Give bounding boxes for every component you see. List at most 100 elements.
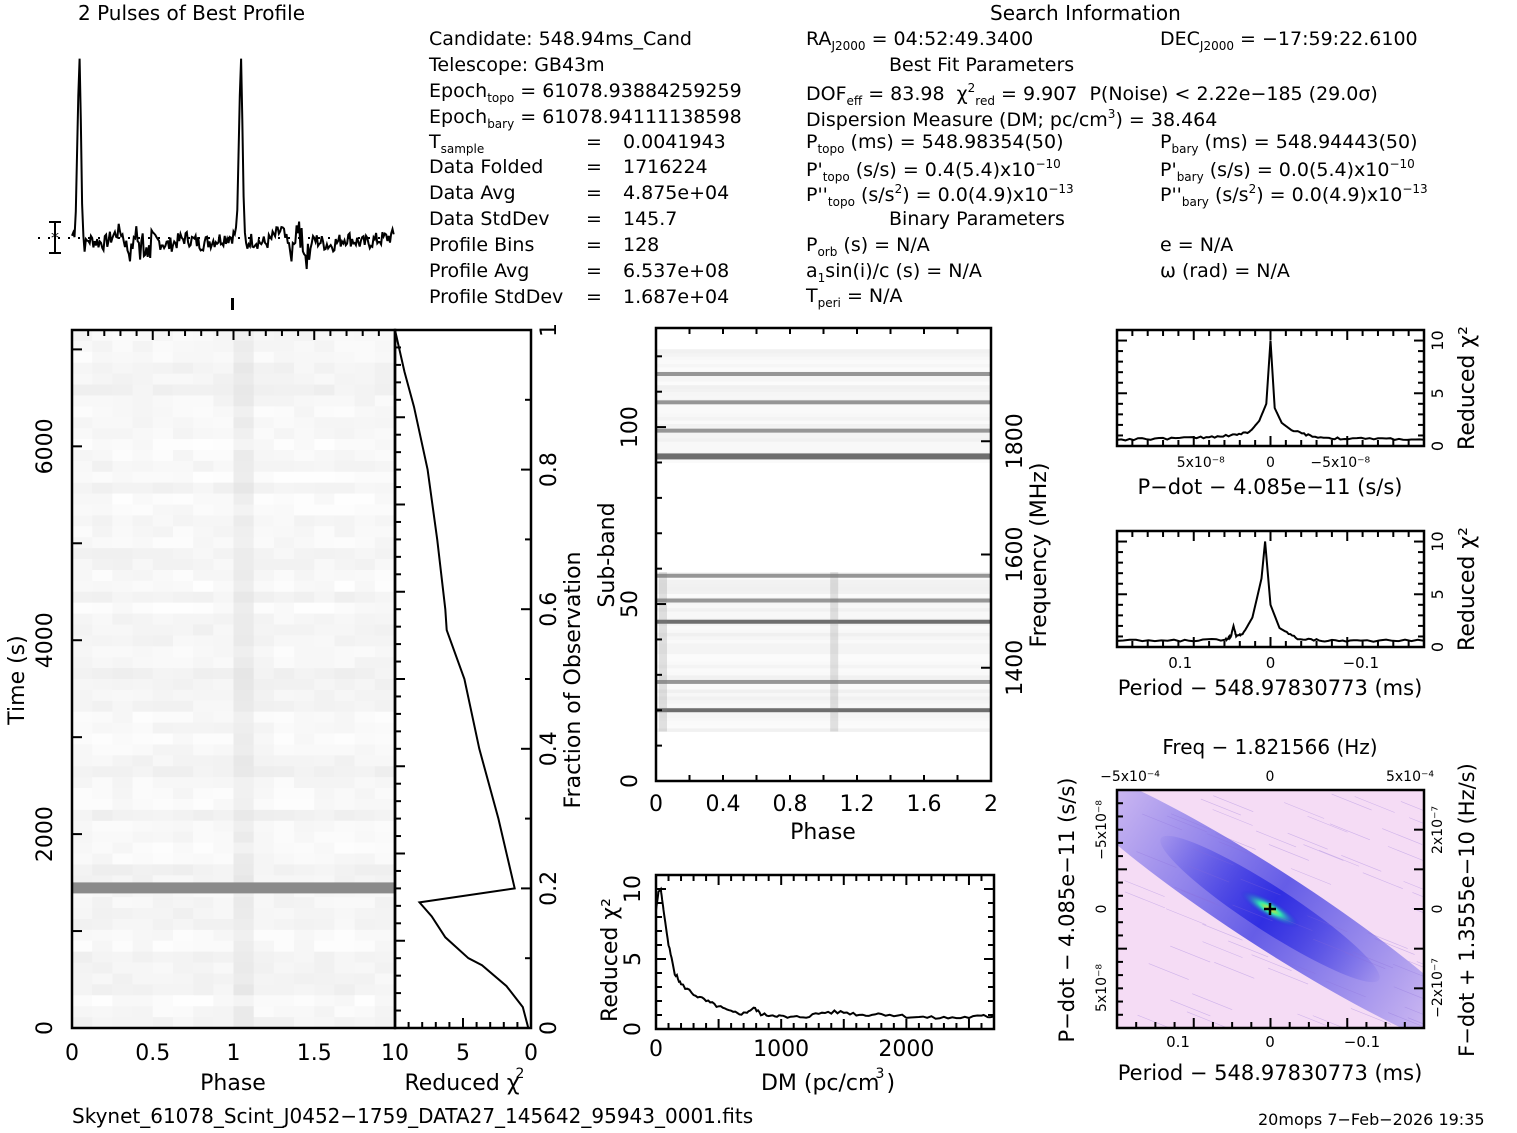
- heatmap-cell: [213, 537, 234, 549]
- heatmap-cell: [172, 439, 194, 451]
- heatmap-cell: [233, 417, 255, 429]
- x-tick-label: 2000: [878, 1037, 934, 1062]
- heatmap-cell: [112, 351, 134, 364]
- heatmap-cell: [374, 777, 396, 789]
- heatmap-cell: [152, 460, 174, 473]
- heatmap-cell: [334, 428, 356, 440]
- heatmap-cell: [233, 733, 255, 745]
- heatmap-cell: [253, 668, 275, 680]
- heatmap-cell: [132, 384, 154, 396]
- heatmap-cell: [213, 711, 234, 724]
- heatmap-cell: [273, 733, 295, 745]
- heatmap-cell: [294, 711, 315, 724]
- heatmap-cell: [193, 831, 214, 844]
- subband-row: [656, 363, 991, 368]
- info-row: Epochbary = 61078.94111138598: [429, 108, 742, 131]
- heatmap-cell: [374, 449, 396, 462]
- subband-rfi-line: [656, 428, 991, 433]
- heatmap-cell: [273, 657, 295, 669]
- heatmap-cell: [193, 548, 214, 560]
- heatmap-cell: [152, 820, 174, 833]
- x2-tick-label: 0: [1266, 769, 1275, 785]
- heatmap-cell: [233, 580, 255, 593]
- heatmap-cell: [273, 460, 295, 473]
- heatmap-cell: [253, 951, 275, 964]
- ppdot-streak: [1307, 815, 1348, 833]
- heatmap-cell: [253, 569, 275, 582]
- heatmap-cell: [354, 995, 376, 1007]
- heatmap-cell: [354, 428, 376, 440]
- subband-row: [656, 642, 991, 648]
- heatmap-cell: [233, 548, 255, 560]
- heatmap-cell: [374, 635, 396, 647]
- heatmap-cell: [374, 679, 396, 691]
- heatmap-cell: [213, 428, 234, 440]
- heatmap-cell: [132, 624, 154, 636]
- heatmap-cell: [294, 537, 315, 549]
- heatmap-cell: [172, 580, 194, 593]
- y2-tick-label: −2x10⁻⁷: [1430, 958, 1446, 1018]
- ppdot-streak: [1137, 1014, 1171, 1028]
- heatmap-cell: [132, 995, 154, 1007]
- heatmap-cell: [294, 689, 315, 702]
- heatmap-cell: [253, 428, 275, 440]
- chi-dm-line: [655, 886, 995, 1020]
- heatmap-cell: [193, 428, 214, 440]
- heatmap-cell: [334, 646, 356, 658]
- heatmap-cell: [112, 689, 134, 702]
- info-value: 4.875e+04: [623, 182, 730, 204]
- heatmap-cell: [253, 460, 275, 473]
- x-axis-label: Period − 548.97830773 (ms): [1118, 1061, 1423, 1085]
- heatmap-cell: [294, 798, 315, 811]
- heatmap-cell: [374, 428, 396, 440]
- heatmap-cell: [294, 755, 315, 767]
- info-label: Profile Bins: [429, 234, 535, 256]
- heatmap-cell: [314, 482, 335, 495]
- heatmap-cell: [172, 897, 194, 909]
- heatmap-cell: [72, 973, 93, 985]
- heatmap-cell: [92, 864, 113, 876]
- heatmap-cell: [233, 384, 255, 396]
- info-label: Candidate:: [429, 28, 533, 50]
- heatmap-cell: [193, 515, 214, 527]
- subband-rfi-line: [656, 679, 991, 684]
- heatmap-cell: [72, 646, 93, 658]
- heatmap-cell: [354, 842, 376, 854]
- subband-row: [656, 713, 991, 718]
- heatmap-cell: [374, 330, 396, 342]
- heatmap-cell: [132, 439, 154, 451]
- x-tick-label: 1.5: [297, 1041, 332, 1066]
- heatmap-cell: [374, 744, 396, 756]
- info-eq: =: [586, 156, 602, 178]
- heatmap-cell: [233, 460, 255, 473]
- heatmap-cell: [273, 1006, 295, 1018]
- info-label: Telescope:: [429, 54, 529, 76]
- y-tick-label: 0: [33, 1021, 58, 1035]
- heatmap-cell: [172, 777, 194, 789]
- heatmap-cell: [92, 635, 113, 647]
- heatmap-cell: [314, 657, 335, 669]
- heatmap-cell: [92, 602, 113, 615]
- x-tick-label: 0: [65, 1041, 79, 1066]
- heatmap-cell: [253, 973, 275, 985]
- heatmap-cell: [294, 482, 315, 495]
- y-tick-label: 50: [618, 590, 643, 618]
- heatmap-cell: [233, 340, 255, 353]
- heatmap-cell: [294, 449, 315, 462]
- heatmap-cell: [233, 842, 255, 854]
- heatmap-cell: [132, 897, 154, 909]
- chi-time-frame: [393, 328, 533, 1030]
- x-tick-label: 5: [456, 1041, 470, 1066]
- heatmap-cell: [152, 995, 174, 1007]
- heatmap-cell: [294, 439, 315, 451]
- heatmap-cell: [233, 908, 255, 920]
- heatmap-cell: [233, 700, 255, 713]
- heatmap-cell: [92, 842, 113, 854]
- heatmap-cell: [112, 744, 134, 756]
- heatmap-cell: [233, 439, 255, 451]
- heatmap-cell: [294, 700, 315, 713]
- error-bar-mark: *: [51, 228, 59, 247]
- heatmap-cell: [72, 875, 93, 887]
- pulse-column: [659, 572, 667, 732]
- heatmap-cell: [152, 526, 174, 538]
